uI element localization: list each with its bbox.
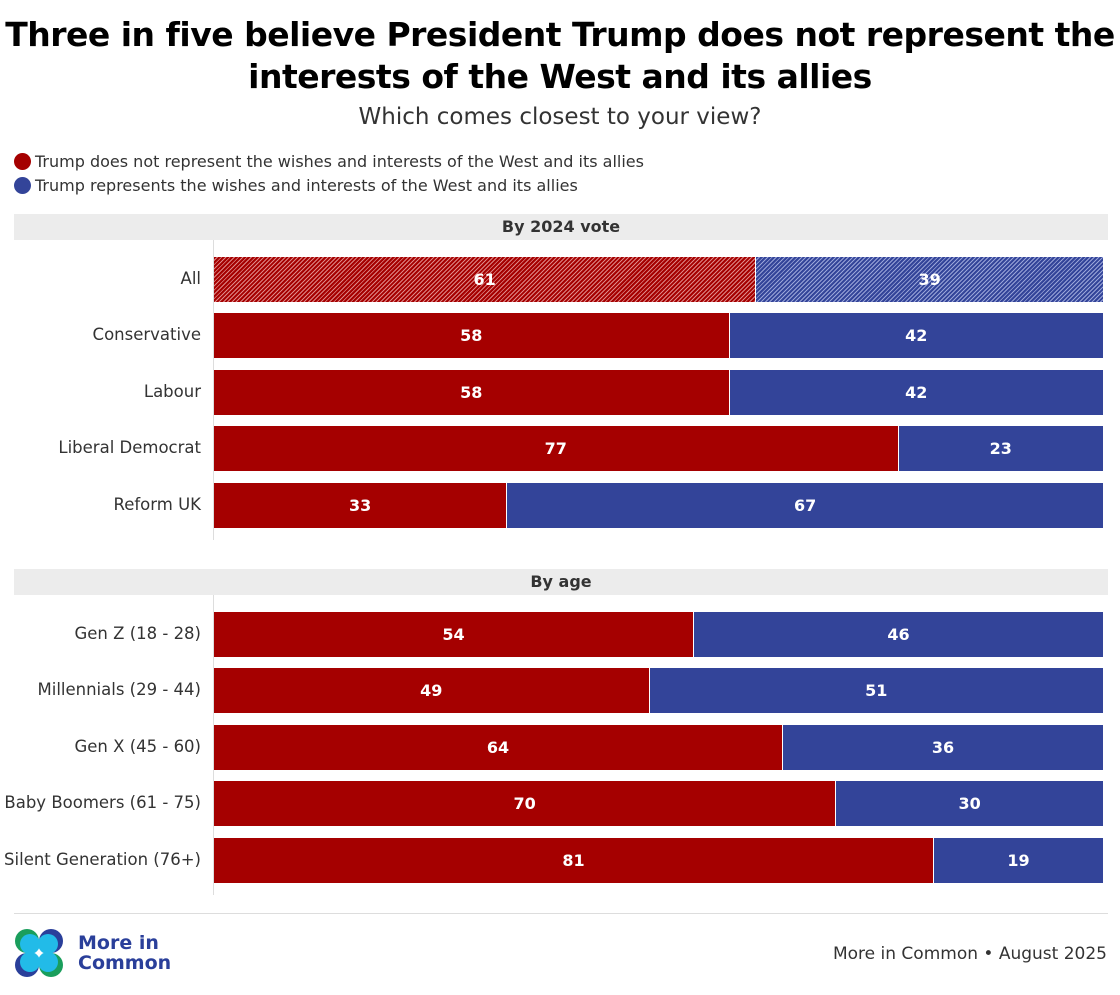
- axis-line: [213, 595, 214, 895]
- data-label: 58: [460, 382, 483, 402]
- data-label: 81: [562, 850, 585, 870]
- data-label: 64: [486, 737, 510, 757]
- bar-not-represent: 61: [214, 257, 756, 302]
- footer-divider: [14, 913, 1108, 914]
- row-label: All: [180, 269, 201, 288]
- bar-not-represent: 54: [214, 612, 694, 657]
- bar-not-represent: 81: [214, 837, 934, 883]
- bar-not-represent: 70: [214, 781, 836, 827]
- data-label: 51: [865, 681, 888, 701]
- legend-item-represent: Trump represents the wishes and interest…: [14, 176, 578, 195]
- logo-text: More in Common: [78, 932, 172, 974]
- row-label: Reform UK: [113, 494, 202, 514]
- bar-not-represent: 77: [214, 426, 898, 472]
- data-label: 30: [958, 794, 981, 814]
- row-label: Baby Boomers (61 - 75): [4, 793, 201, 813]
- bar-represent: 67: [507, 482, 1103, 528]
- bar-represent: 42: [729, 313, 1103, 359]
- data-label: 70: [513, 794, 536, 814]
- logo-icon: [15, 929, 63, 977]
- bar-not-represent: 49: [214, 668, 649, 714]
- row-label: Millennials (29 - 44): [37, 680, 202, 700]
- row-label: Liberal Democrat: [58, 438, 201, 458]
- chart-subtitle: Which comes closest to your view?: [358, 104, 762, 130]
- data-label: 46: [887, 625, 910, 644]
- data-label: 36: [931, 737, 955, 757]
- bar-represent: 30: [836, 781, 1103, 827]
- bar-represent: 23: [898, 426, 1103, 472]
- source-note: More in Common • August 2025: [832, 944, 1107, 964]
- row-label: Labour: [143, 381, 201, 401]
- data-label: 39: [918, 270, 941, 289]
- data-label: 54: [442, 625, 465, 644]
- data-label: 67: [794, 495, 817, 515]
- legend-label: Trump does not represent the wishes and …: [35, 152, 644, 171]
- data-label: 33: [349, 495, 372, 515]
- data-label: 61: [473, 270, 496, 289]
- data-label: 58: [460, 326, 483, 346]
- section-header: By 2024 vote: [14, 214, 1108, 240]
- row-label: Silent Generation (76+): [4, 849, 201, 869]
- bar-not-represent: 58: [214, 369, 729, 415]
- bar-represent: 36: [782, 724, 1103, 770]
- bar-represent: 19: [934, 837, 1103, 883]
- bar-represent: 39: [756, 257, 1103, 302]
- row-label: Gen X (45 - 60): [74, 736, 202, 756]
- data-label: 42: [905, 326, 928, 346]
- data-label: 23: [989, 439, 1012, 459]
- logo: More in Common: [14, 928, 178, 978]
- bar-not-represent: 64: [214, 724, 782, 770]
- chart-title: Three in five believe President Trump do…: [5, 15, 1115, 96]
- data-label: 42: [905, 382, 928, 402]
- legend-item-not-represent: Trump does not represent the wishes and …: [14, 152, 644, 171]
- data-label: 19: [1007, 850, 1030, 870]
- legend-swatch: [14, 177, 31, 194]
- data-label: 77: [544, 439, 567, 459]
- bar-represent: 51: [649, 668, 1103, 714]
- row-label: Conservative: [92, 325, 201, 345]
- bar-not-represent: 33: [214, 482, 507, 528]
- data-label: 49: [420, 681, 443, 701]
- axis-line: [213, 240, 214, 540]
- legend-swatch: [14, 153, 31, 170]
- section-header: By age: [14, 569, 1108, 595]
- bar-represent: 46: [694, 612, 1103, 657]
- bar-represent: 42: [729, 369, 1103, 415]
- row-label: Gen Z (18 - 28): [74, 624, 202, 643]
- legend-label: Trump represents the wishes and interest…: [35, 176, 578, 195]
- bar-not-represent: 58: [214, 313, 729, 359]
